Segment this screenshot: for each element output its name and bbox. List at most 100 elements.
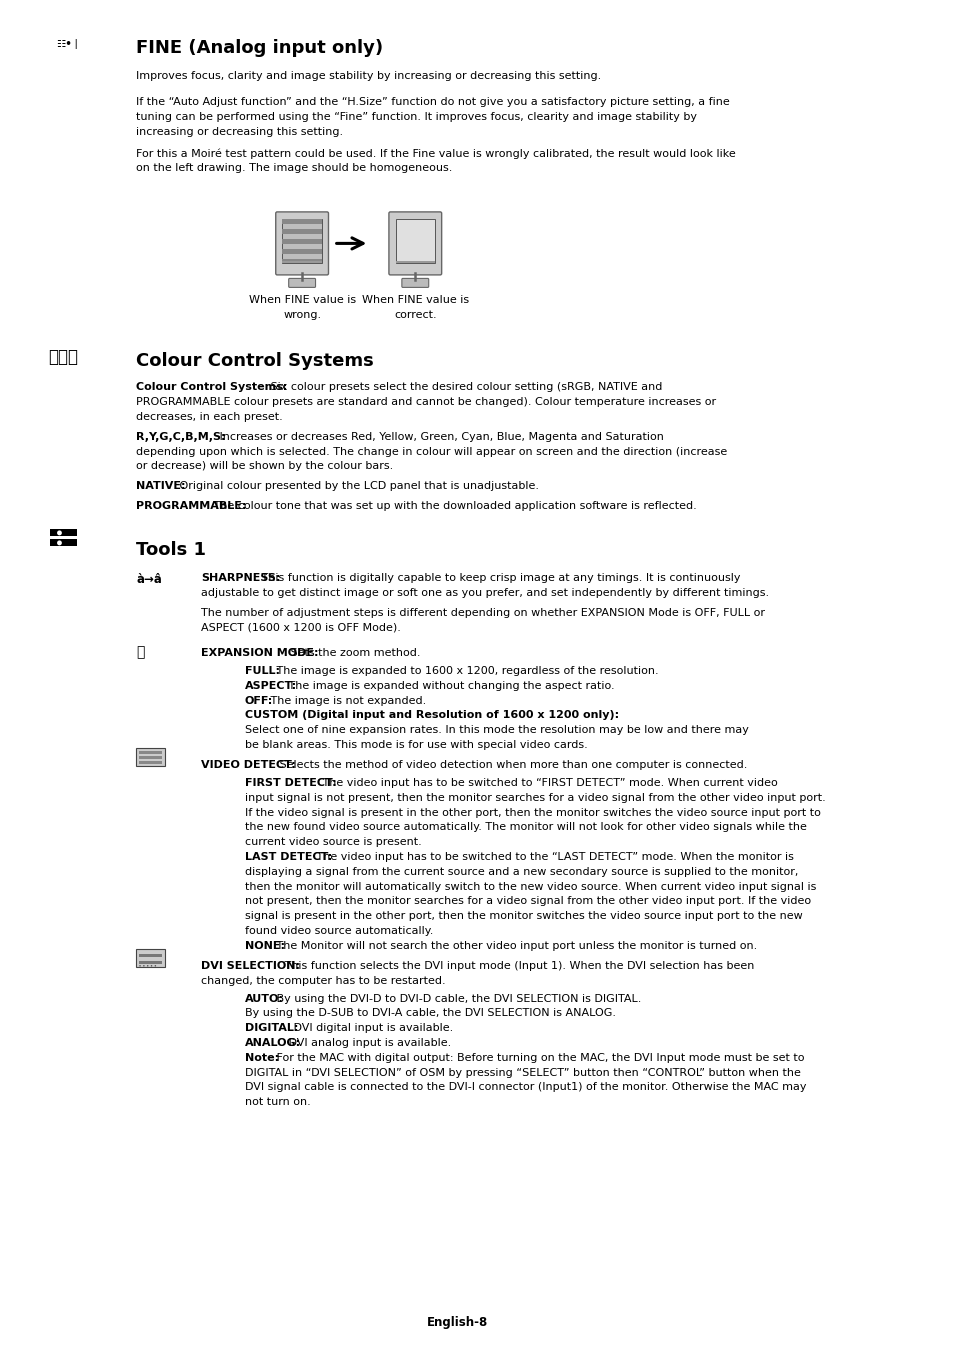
Bar xyxy=(282,219,321,263)
Text: The image is not expanded.: The image is not expanded. xyxy=(267,696,426,705)
Bar xyxy=(136,748,165,766)
Text: OFF:: OFF: xyxy=(244,696,273,705)
Text: The video input has to be switched to “FIRST DETECT” mode. When current video: The video input has to be switched to “F… xyxy=(318,778,777,788)
Text: be blank areas. This mode is for use with special video cards.: be blank areas. This mode is for use wit… xyxy=(244,740,587,750)
Text: decreases, in each preset.: decreases, in each preset. xyxy=(136,412,283,422)
Circle shape xyxy=(143,965,145,966)
Text: displaying a signal from the current source and a new secondary source is suppli: displaying a signal from the current sou… xyxy=(244,867,797,877)
Text: Colour Control Systems:: Colour Control Systems: xyxy=(136,382,287,392)
Text: Sets the zoom method.: Sets the zoom method. xyxy=(287,648,420,658)
Circle shape xyxy=(147,965,149,966)
Text: not present, then the monitor searches for a video signal from the other video i: not present, then the monitor searches f… xyxy=(244,897,810,907)
Text: ANALOG:: ANALOG: xyxy=(244,1038,300,1048)
Bar xyxy=(139,762,162,765)
Text: Select one of nine expansion rates. In this mode the resolution may be low and t: Select one of nine expansion rates. In t… xyxy=(244,725,748,735)
Text: ☷•❘: ☷•❘ xyxy=(55,39,80,49)
Text: Increases or decreases Red, Yellow, Green, Cyan, Blue, Magenta and Saturation: Increases or decreases Red, Yellow, Gree… xyxy=(216,432,663,442)
Text: input signal is not present, then the monitor searches for a video signal from t: input signal is not present, then the mo… xyxy=(244,793,824,802)
Text: VIDEO DETECT:: VIDEO DETECT: xyxy=(201,761,295,770)
Text: ⓇⓖⒷ: ⓇⓖⒷ xyxy=(48,349,78,366)
Text: depending upon which is selected. The change in colour will appear on screen and: depending upon which is selected. The ch… xyxy=(136,447,727,457)
Text: NATIVE:: NATIVE: xyxy=(136,481,186,492)
Bar xyxy=(282,261,321,263)
Text: English-8: English-8 xyxy=(426,1316,488,1329)
FancyBboxPatch shape xyxy=(389,212,441,274)
Text: DIGITAL:: DIGITAL: xyxy=(244,1023,297,1034)
Circle shape xyxy=(57,540,62,546)
Text: AUTO:: AUTO: xyxy=(244,993,283,1004)
Text: Selects the method of video detection when more than one computer is connected.: Selects the method of video detection wh… xyxy=(275,761,746,770)
Text: DVI digital input is available.: DVI digital input is available. xyxy=(290,1023,453,1034)
Text: PROGRAMMABLE colour presets are standard and cannot be changed). Colour temperat: PROGRAMMABLE colour presets are standard… xyxy=(136,397,716,407)
Text: Improves focus, clarity and image stability by increasing or decreasing this set: Improves focus, clarity and image stabil… xyxy=(136,72,600,81)
Text: The video input has to be switched to the “LAST DETECT” mode. When the monitor i: The video input has to be switched to th… xyxy=(313,852,793,862)
Text: tuning can be performed using the “Fine” function. It improves focus, clearity a: tuning can be performed using the “Fine”… xyxy=(136,112,697,122)
Text: correct.: correct. xyxy=(394,311,436,320)
Bar xyxy=(139,954,162,957)
Text: DIGITAL in “DVI SELECTION” of OSM by pressing “SELECT” button then “CONTROL” but: DIGITAL in “DVI SELECTION” of OSM by pre… xyxy=(244,1067,800,1078)
Bar xyxy=(139,961,162,963)
Text: Tools 1: Tools 1 xyxy=(136,542,206,559)
Text: then the monitor will automatically switch to the new video source. When current: then the monitor will automatically swit… xyxy=(244,882,815,892)
FancyBboxPatch shape xyxy=(401,278,428,288)
Text: When FINE value is: When FINE value is xyxy=(249,296,355,305)
Circle shape xyxy=(151,965,152,966)
Text: not turn on.: not turn on. xyxy=(244,1097,310,1108)
Bar xyxy=(282,239,321,243)
Text: This function selects the DVI input mode (Input 1). When the DVI selection has b: This function selects the DVI input mode… xyxy=(281,961,754,971)
Text: the new found video source automatically. The monitor will not look for other vi: the new found video source automatically… xyxy=(244,823,805,832)
Text: SHARPNESS:: SHARPNESS: xyxy=(201,573,280,584)
Text: For the MAC with digital output: Before turning on the MAC, the DVI Input mode m: For the MAC with digital output: Before … xyxy=(273,1052,803,1063)
Text: By using the DVI-D to DVI-D cable, the DVI SELECTION is DIGITAL.: By using the DVI-D to DVI-D cable, the D… xyxy=(273,993,640,1004)
FancyBboxPatch shape xyxy=(275,212,328,274)
Text: increasing or decreasing this setting.: increasing or decreasing this setting. xyxy=(136,127,343,136)
Bar xyxy=(136,948,165,967)
Text: The image is expanded without changing the aspect ratio.: The image is expanded without changing t… xyxy=(284,681,614,690)
Text: current video source is present.: current video source is present. xyxy=(244,838,421,847)
Text: EXPANSION MODE:: EXPANSION MODE: xyxy=(201,648,318,658)
Bar xyxy=(282,230,321,234)
Bar xyxy=(395,261,435,263)
Text: R,Y,G,C,B,M,S:: R,Y,G,C,B,M,S: xyxy=(136,432,226,442)
Circle shape xyxy=(139,965,141,966)
Bar xyxy=(139,757,162,759)
Text: signal is present in the other port, then the monitor switches the video source : signal is present in the other port, the… xyxy=(244,911,801,921)
Text: Six colour presets select the desired colour setting (sRGB, NATIVE and: Six colour presets select the desired co… xyxy=(267,382,662,392)
Bar xyxy=(282,219,321,224)
Text: ASPECT (1600 x 1200 is OFF Mode).: ASPECT (1600 x 1200 is OFF Mode). xyxy=(201,623,401,634)
Text: If the video signal is present in the other port, then the monitor switches the : If the video signal is present in the ot… xyxy=(244,808,820,817)
Text: DVI signal cable is connected to the DVI-I connector (Input1) of the monitor. Ot: DVI signal cable is connected to the DVI… xyxy=(244,1082,805,1093)
Text: DVI SELECTION:: DVI SELECTION: xyxy=(201,961,300,971)
Bar xyxy=(282,258,321,263)
Bar xyxy=(282,249,321,254)
Text: For this a Moiré test pattern could be used. If the Fine value is wrongly calibr: For this a Moiré test pattern could be u… xyxy=(136,149,735,159)
Text: NONE:: NONE: xyxy=(244,940,284,951)
Text: DVI analog input is available.: DVI analog input is available. xyxy=(284,1038,451,1048)
Text: wrong.: wrong. xyxy=(283,311,321,320)
Text: or decrease) will be shown by the colour bars.: or decrease) will be shown by the colour… xyxy=(136,462,393,471)
Text: The number of adjustment steps is different depending on whether EXPANSION Mode : The number of adjustment steps is differ… xyxy=(201,608,764,619)
Text: PROGRAMMABLE:: PROGRAMMABLE: xyxy=(136,501,246,512)
Text: changed, the computer has to be restarted.: changed, the computer has to be restarte… xyxy=(201,975,446,986)
Text: LAST DETECT:: LAST DETECT: xyxy=(244,852,332,862)
Text: found video source automatically.: found video source automatically. xyxy=(244,925,433,936)
Circle shape xyxy=(57,531,62,535)
Text: on the left drawing. The image should be homogeneous.: on the left drawing. The image should be… xyxy=(136,163,452,173)
Text: When FINE value is: When FINE value is xyxy=(361,296,468,305)
Text: ASPECT:: ASPECT: xyxy=(244,681,296,690)
FancyBboxPatch shape xyxy=(289,278,315,288)
Text: CUSTOM (Digital input and Resolution of 1600 x 1200 only):: CUSTOM (Digital input and Resolution of … xyxy=(244,711,618,720)
Bar xyxy=(139,751,162,754)
Bar xyxy=(395,219,435,263)
Text: FULL:: FULL: xyxy=(244,666,279,676)
Text: FINE (Analog input only): FINE (Analog input only) xyxy=(136,39,383,57)
Text: FIRST DETECT:: FIRST DETECT: xyxy=(244,778,335,788)
Text: adjustable to get distinct image or soft one as you prefer, and set independentl: adjustable to get distinct image or soft… xyxy=(201,588,769,598)
Text: This function is digitally capable to keep crisp image at any timings. It is con: This function is digitally capable to ke… xyxy=(258,573,740,584)
Text: Original colour presented by the LCD panel that is unadjustable.: Original colour presented by the LCD pan… xyxy=(176,481,538,492)
Text: If the “Auto Adjust function” and the “H.Size” function do not give you a satisf: If the “Auto Adjust function” and the “H… xyxy=(136,97,729,107)
Text: The Monitor will not search the other video input port unless the monitor is tur: The Monitor will not search the other vi… xyxy=(273,940,757,951)
Text: ⌕: ⌕ xyxy=(136,644,145,659)
Text: By using the D-SUB to DVI-A cable, the DVI SELECTION is ANALOG.: By using the D-SUB to DVI-A cable, the D… xyxy=(244,1008,615,1019)
Text: Note:: Note: xyxy=(244,1052,278,1063)
